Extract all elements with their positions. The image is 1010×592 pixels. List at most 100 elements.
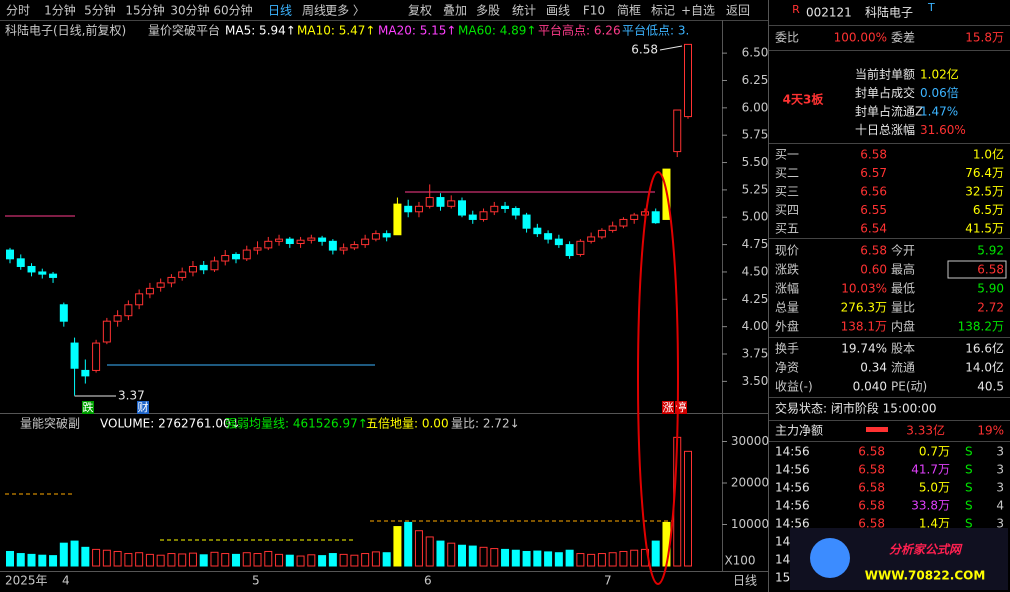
volume-bar — [135, 552, 144, 567]
candle-body — [49, 273, 58, 278]
legend-entry: MA5: 5.94↑ — [225, 24, 296, 38]
volume-bar — [501, 548, 510, 567]
volume-bar — [275, 553, 284, 567]
trade-cell: 6.58 — [858, 445, 885, 459]
candle-body — [533, 227, 542, 235]
legend-entry: 量比: 2.72↓ — [451, 417, 520, 431]
value: 5.90 — [977, 282, 1004, 296]
candle-body — [156, 282, 165, 288]
y-tick-label: 3.50 — [742, 374, 769, 388]
volume-bar — [511, 549, 520, 567]
candle-body — [318, 237, 327, 242]
candle-body — [27, 265, 36, 273]
field-label: 涨幅 — [775, 281, 799, 296]
tag: 财 — [138, 400, 149, 414]
toolbar-item[interactable]: F10 — [583, 4, 605, 18]
y-tick-label: 5.00 — [742, 210, 769, 224]
toolbar-item[interactable]: 日线 — [268, 4, 292, 18]
badge-bg — [792, 5, 801, 17]
legend-entry: VOLUME: 2762761.00↓ — [100, 417, 241, 431]
value: 0.60 — [860, 263, 887, 277]
candle-body — [587, 236, 596, 242]
trade-cell: 14:56 — [775, 517, 810, 531]
volume-bar — [70, 540, 79, 567]
trade-cell: S — [965, 463, 973, 477]
watermark: 分析家公式网 WWW.70822.COM — [810, 538, 985, 583]
volume-bar — [59, 542, 68, 567]
toolbar-item[interactable]: 5分钟 — [84, 3, 116, 18]
trade-cell: 6.58 — [858, 481, 885, 495]
toolbar-item[interactable]: 多股 — [476, 4, 500, 18]
trade-cell: 4 — [996, 499, 1004, 513]
value: 276.3万 — [841, 301, 887, 315]
field-label: 股本 — [891, 342, 915, 356]
volume-bar — [414, 530, 423, 567]
candle-body — [178, 271, 187, 278]
field-label: 最高 — [891, 262, 915, 277]
value: 19.74% — [841, 342, 887, 356]
volume-bar — [253, 553, 262, 567]
toolbar-item[interactable]: 60分钟 — [213, 3, 252, 18]
value: 138.2万 — [958, 320, 1004, 334]
value: 6.58 — [977, 263, 1004, 277]
value: 14.0亿 — [965, 360, 1004, 375]
volume-bar — [565, 549, 574, 567]
candle-body — [188, 265, 197, 273]
candle-body — [382, 233, 391, 238]
value: 6.58 — [860, 244, 887, 258]
value: 138.1万 — [841, 320, 887, 334]
toolbar-item[interactable]: 分时 — [6, 4, 30, 18]
bid-price: 6.54 — [860, 222, 887, 236]
volume-bar — [113, 550, 122, 567]
candle-body — [92, 342, 101, 371]
toolbar-item[interactable]: 标记 — [651, 4, 675, 18]
candle-body — [242, 249, 251, 260]
field-label: 换手 — [775, 342, 799, 356]
candle-body — [264, 240, 273, 249]
stock-name: 科陆电子 — [865, 5, 913, 20]
trade-cell: 0.7万 — [919, 445, 950, 459]
toolbar-item[interactable]: +自选 — [681, 4, 715, 18]
toolbar-item[interactable]: 1分钟 — [44, 3, 76, 18]
volume-bar — [318, 555, 327, 567]
field-label: 十日总涨幅 — [855, 122, 915, 137]
candle-body — [576, 240, 585, 255]
field-label: 涨跌 — [775, 262, 799, 277]
toolbar-item[interactable]: 画线 — [546, 4, 570, 18]
volume-bar — [81, 546, 90, 567]
high-label: 6.58 — [631, 43, 658, 57]
toolbar-item[interactable]: 15分钟 — [125, 3, 164, 18]
y-tick-label: 3.75 — [742, 347, 769, 361]
period-label: 日线 — [733, 574, 757, 588]
trade-cell: 5.0万 — [919, 481, 950, 495]
candle-body — [102, 320, 111, 343]
toolbar-item[interactable]: 周线 — [302, 4, 326, 18]
candle-body — [253, 247, 262, 251]
badge: R — [792, 3, 800, 16]
toolbar-item[interactable]: 叠加 — [443, 4, 467, 18]
y-tick-label: 6.50 — [742, 46, 769, 60]
toolbar-item[interactable]: 复权 — [408, 4, 432, 18]
value: 19% — [977, 424, 1004, 438]
volume-bar — [145, 553, 154, 567]
side-separators — [769, 25, 1010, 442]
trade-cell: 3 — [996, 481, 1004, 495]
volume-bar — [533, 550, 542, 567]
volume-bar — [199, 554, 208, 567]
volume-bar — [447, 542, 456, 567]
volume-bar — [307, 554, 316, 567]
field-label: 当前封单额 — [855, 67, 915, 82]
volume-bar — [188, 552, 197, 567]
toolbar-item[interactable]: 统计 — [512, 4, 536, 18]
toolbar-item[interactable]: 更多 〉 — [325, 4, 365, 18]
candle-body — [565, 244, 574, 257]
toolbar-item[interactable]: 30分钟 — [170, 3, 209, 18]
trade-cell: S — [965, 445, 973, 459]
field-label: 流通 — [891, 361, 915, 375]
indicator-name: 量能突破副 — [20, 416, 80, 431]
candle-body — [16, 258, 25, 267]
candle-body — [554, 238, 563, 246]
toolbar-item[interactable]: 简框 — [617, 4, 641, 18]
candle-body — [221, 255, 230, 262]
toolbar-item[interactable]: 返回 — [726, 4, 750, 18]
